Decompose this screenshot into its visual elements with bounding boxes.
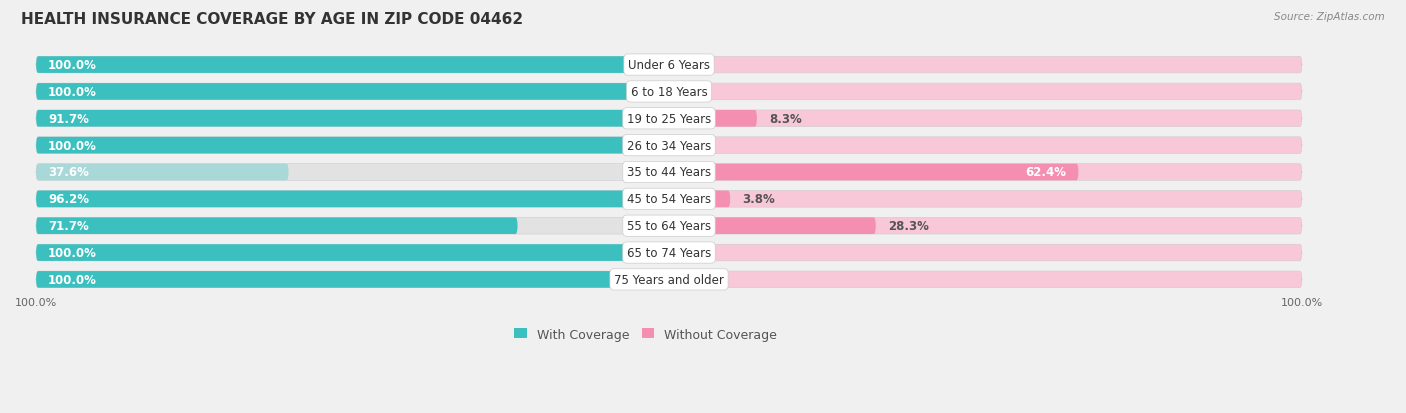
Text: 100.0%: 100.0%: [15, 297, 58, 307]
FancyBboxPatch shape: [37, 244, 707, 261]
Text: 19 to 25 Years: 19 to 25 Years: [627, 112, 711, 126]
Text: 8.3%: 8.3%: [769, 112, 801, 126]
Text: 28.3%: 28.3%: [887, 220, 928, 233]
FancyBboxPatch shape: [707, 57, 1302, 74]
Legend: With Coverage, Without Coverage: With Coverage, Without Coverage: [509, 323, 782, 346]
FancyBboxPatch shape: [37, 84, 707, 100]
Text: 100.0%: 100.0%: [48, 247, 97, 259]
FancyBboxPatch shape: [707, 164, 1302, 181]
FancyBboxPatch shape: [37, 138, 707, 154]
FancyBboxPatch shape: [37, 271, 707, 288]
FancyBboxPatch shape: [37, 111, 707, 127]
FancyBboxPatch shape: [37, 57, 707, 74]
Text: 75 Years and older: 75 Years and older: [614, 273, 724, 286]
FancyBboxPatch shape: [37, 84, 707, 100]
Text: 91.7%: 91.7%: [48, 112, 89, 126]
FancyBboxPatch shape: [37, 164, 288, 181]
Text: Source: ZipAtlas.com: Source: ZipAtlas.com: [1274, 12, 1385, 22]
Text: HEALTH INSURANCE COVERAGE BY AGE IN ZIP CODE 04462: HEALTH INSURANCE COVERAGE BY AGE IN ZIP …: [21, 12, 523, 27]
Text: 37.6%: 37.6%: [48, 166, 89, 179]
FancyBboxPatch shape: [37, 191, 707, 208]
FancyBboxPatch shape: [37, 271, 707, 288]
Text: 35 to 44 Years: 35 to 44 Years: [627, 166, 711, 179]
Text: 100.0%: 100.0%: [48, 139, 97, 152]
FancyBboxPatch shape: [707, 84, 1302, 100]
FancyBboxPatch shape: [707, 111, 756, 127]
FancyBboxPatch shape: [707, 244, 1302, 261]
Text: 26 to 34 Years: 26 to 34 Years: [627, 139, 711, 152]
Text: 100.0%: 100.0%: [48, 86, 97, 99]
FancyBboxPatch shape: [37, 138, 707, 154]
FancyBboxPatch shape: [707, 218, 1302, 235]
FancyBboxPatch shape: [37, 218, 517, 235]
FancyBboxPatch shape: [707, 138, 1302, 154]
Text: Under 6 Years: Under 6 Years: [628, 59, 710, 72]
Text: 3.8%: 3.8%: [742, 193, 775, 206]
Text: 100.0%: 100.0%: [48, 273, 97, 286]
Text: 100.0%: 100.0%: [1281, 297, 1323, 307]
FancyBboxPatch shape: [707, 111, 1302, 127]
FancyBboxPatch shape: [707, 271, 1302, 288]
FancyBboxPatch shape: [37, 111, 652, 127]
FancyBboxPatch shape: [707, 191, 1302, 208]
Text: 45 to 54 Years: 45 to 54 Years: [627, 193, 711, 206]
FancyBboxPatch shape: [707, 218, 876, 235]
FancyBboxPatch shape: [37, 164, 707, 181]
FancyBboxPatch shape: [37, 57, 707, 74]
FancyBboxPatch shape: [37, 244, 707, 261]
FancyBboxPatch shape: [37, 191, 682, 208]
FancyBboxPatch shape: [707, 164, 1078, 181]
FancyBboxPatch shape: [37, 218, 707, 235]
Text: 71.7%: 71.7%: [48, 220, 89, 233]
Text: 6 to 18 Years: 6 to 18 Years: [631, 86, 707, 99]
Text: 96.2%: 96.2%: [48, 193, 89, 206]
FancyBboxPatch shape: [707, 191, 730, 208]
Text: 100.0%: 100.0%: [48, 59, 97, 72]
Text: 65 to 74 Years: 65 to 74 Years: [627, 247, 711, 259]
Text: 55 to 64 Years: 55 to 64 Years: [627, 220, 711, 233]
Text: 62.4%: 62.4%: [1025, 166, 1067, 179]
